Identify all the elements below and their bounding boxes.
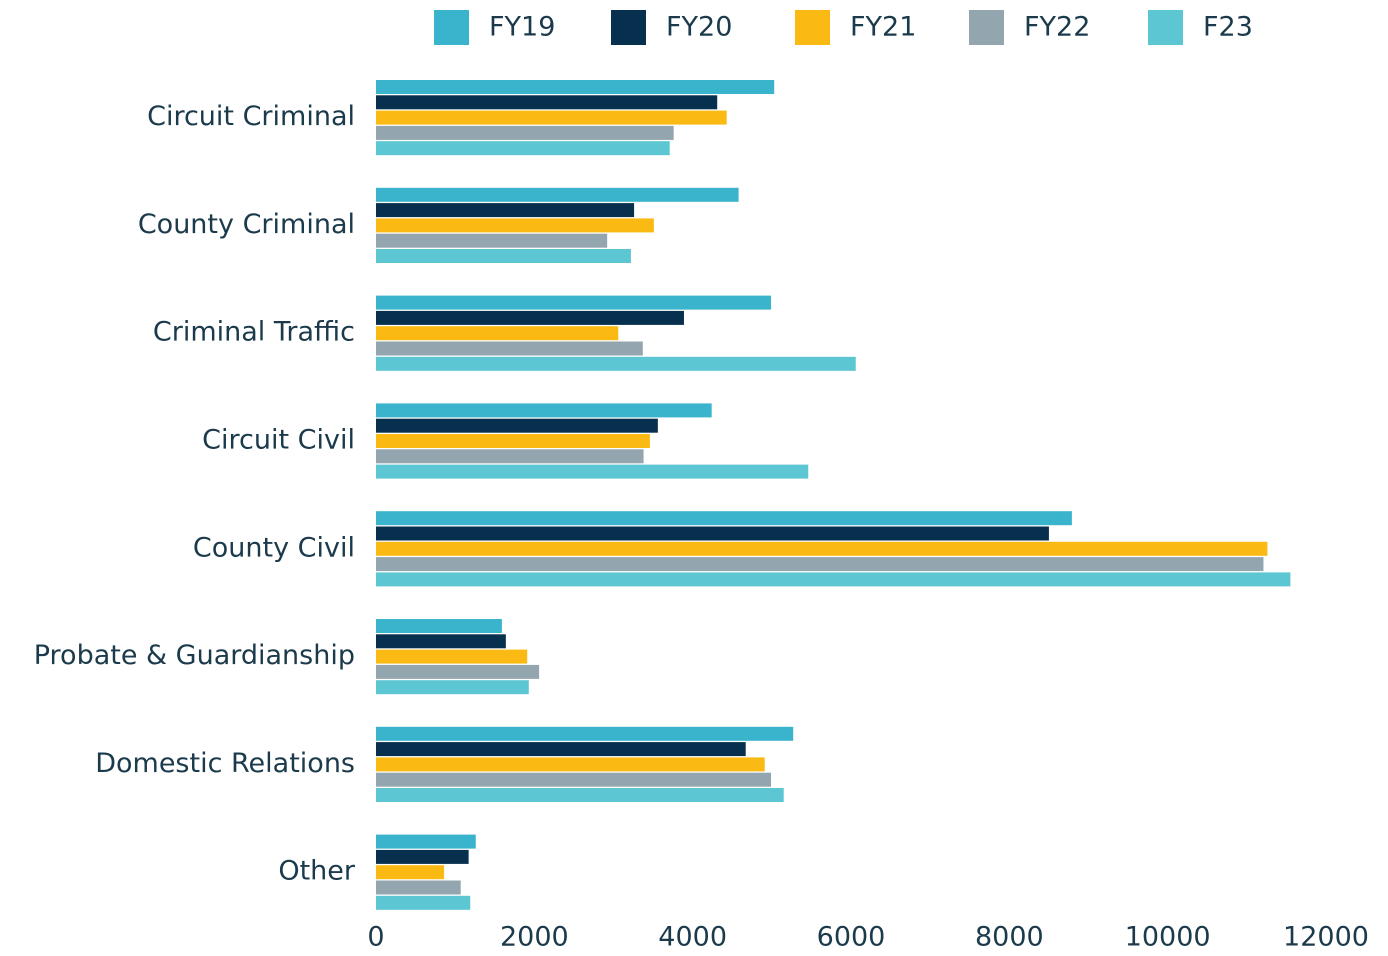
bar [376, 80, 775, 94]
bar [376, 218, 654, 233]
bar [376, 310, 684, 325]
bar [376, 557, 1264, 572]
x-tick-label: 12000 [1283, 922, 1369, 953]
bar [376, 511, 1072, 526]
bar [376, 865, 445, 880]
bar [376, 649, 528, 664]
bar [376, 233, 608, 248]
bar [376, 680, 529, 695]
x-tick-label: 2000 [500, 922, 569, 953]
bar [376, 326, 619, 341]
legend-swatch [434, 10, 469, 45]
x-tick-label: 10000 [1125, 922, 1211, 953]
x-tick-label: 0 [367, 922, 384, 953]
bar [376, 187, 739, 202]
legend-label: FY20 [666, 12, 732, 43]
bar [376, 356, 856, 371]
legend-label: FY19 [489, 12, 555, 43]
legend-label: FY22 [1024, 12, 1090, 43]
bar [376, 880, 461, 895]
bar [376, 572, 1291, 587]
bar [376, 742, 746, 757]
bar [376, 849, 469, 864]
legend-swatch [1148, 10, 1183, 45]
x-tick-label: 6000 [817, 922, 886, 953]
y-tick-label: County Civil [193, 532, 355, 563]
bar [376, 895, 471, 910]
bar [376, 141, 670, 156]
legend-label: FY21 [850, 12, 916, 43]
bar [376, 526, 1049, 541]
bar [376, 418, 658, 433]
bar [376, 788, 784, 802]
bar [376, 295, 772, 310]
y-tick-label: Criminal Traffic [153, 317, 355, 348]
bar [376, 203, 635, 218]
bar [376, 634, 506, 649]
bar [376, 249, 631, 263]
bar [376, 434, 650, 448]
bar [376, 772, 772, 787]
bar [376, 541, 1268, 556]
bar [376, 619, 502, 633]
y-tick-label: Other [278, 856, 356, 887]
bar [376, 95, 718, 110]
y-tick-label: Domestic Relations [95, 748, 355, 779]
x-tick-label: 4000 [658, 922, 727, 953]
bar [376, 110, 727, 125]
y-tick-label: County Criminal [138, 209, 355, 240]
legend-swatch [795, 10, 830, 45]
y-tick-label: Probate & Guardianship [34, 640, 355, 671]
bar [376, 757, 765, 772]
y-tick-label: Circuit Criminal [147, 101, 355, 132]
bar [376, 664, 540, 679]
legend-swatch [611, 10, 646, 45]
bar [376, 341, 643, 356]
bar [376, 125, 674, 140]
bar [376, 834, 476, 849]
legend-label: F23 [1203, 12, 1253, 43]
bar [376, 403, 712, 418]
x-tick-label: 8000 [975, 922, 1044, 953]
legend-swatch [969, 10, 1004, 45]
bar [376, 726, 794, 741]
bar [376, 464, 809, 479]
y-tick-label: Circuit Civil [202, 425, 355, 456]
bar [376, 449, 644, 464]
